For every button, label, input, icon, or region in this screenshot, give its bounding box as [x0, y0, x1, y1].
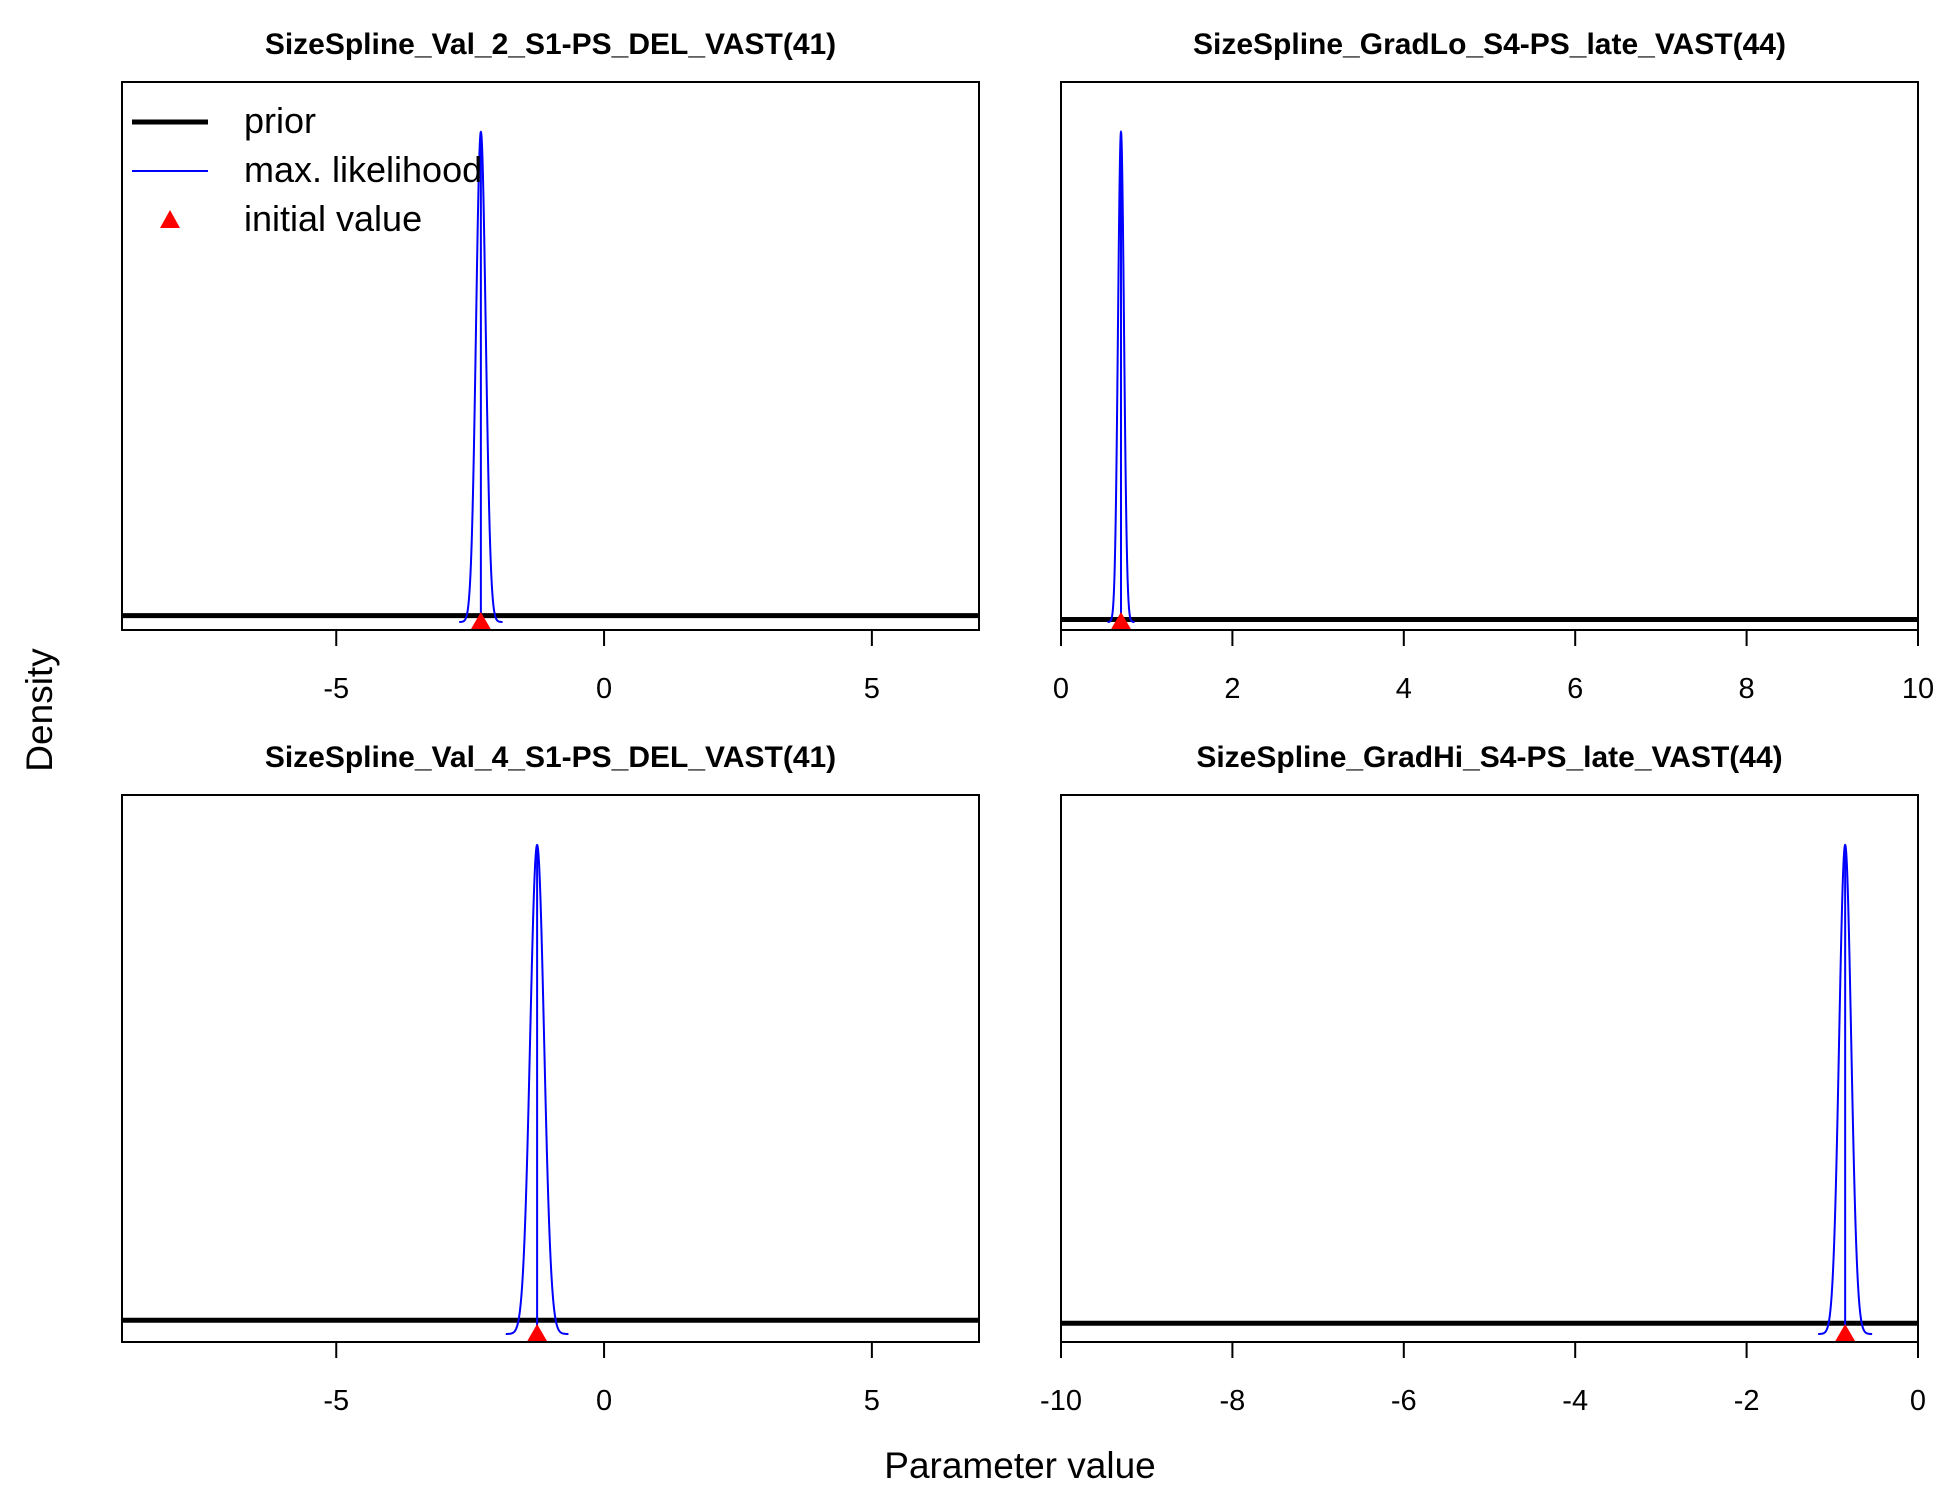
x-tick-label: 5	[864, 1385, 880, 1417]
initial-value-marker	[1834, 1324, 1857, 1343]
x-tick-label: -8	[1220, 1385, 1246, 1417]
initial-value-marker	[526, 1324, 549, 1343]
x-tick-label: 8	[1739, 673, 1755, 705]
x-tick-label: -5	[323, 1385, 349, 1417]
x-tick-label: 2	[1224, 673, 1240, 705]
legend-label: initial value	[244, 198, 422, 239]
legend-label: max. likelihood	[244, 149, 482, 190]
legend-initial-value-swatch	[160, 210, 180, 228]
panel-title: SizeSpline_Val_2_S1-PS_DEL_VAST(41)	[265, 28, 836, 61]
legend-label: prior	[244, 100, 316, 141]
x-tick-label: 5	[864, 673, 880, 705]
x-tick-label: -5	[323, 673, 349, 705]
panel-4: SizeSpline_GradHi_S4-PS_late_VAST(44) -10…	[1040, 741, 1926, 1417]
panel-1: SizeSpline_Val_2_S1-PS_DEL_VAST(41) -5 0 5	[121, 28, 980, 705]
x-tick-label: -6	[1391, 1385, 1417, 1417]
panel-title: SizeSpline_GradHi_S4-PS_late_VAST(44)	[1196, 741, 1782, 774]
x-tick-label: -2	[1734, 1385, 1760, 1417]
x-tick-label: 4	[1396, 673, 1412, 705]
y-axis-title: Density	[19, 648, 60, 772]
panel-title: SizeSpline_Val_4_S1-PS_DEL_VAST(41)	[265, 741, 836, 774]
panel-2: SizeSpline_GradLo_S4-PS_late_VAST(44) 0 2 4…	[1053, 28, 1934, 705]
legend: prior max. likelihood initial value	[132, 100, 482, 239]
panel-title: SizeSpline_GradLo_S4-PS_late_VAST(44)	[1193, 28, 1786, 61]
x-tick-label: 0	[596, 1385, 612, 1417]
panel-3: SizeSpline_Val_4_S1-PS_DEL_VAST(41) -5 0 5	[121, 741, 980, 1417]
x-tick-label: 10	[1902, 673, 1934, 705]
x-tick-label: 0	[1910, 1385, 1926, 1417]
x-tick-label: 0	[1053, 673, 1069, 705]
plot-frame	[1060, 81, 1919, 631]
x-axis-title: Parameter value	[884, 1445, 1155, 1486]
x-tick-label: 0	[596, 673, 612, 705]
x-tick-label: 6	[1567, 673, 1583, 705]
plot-frame	[1060, 794, 1919, 1343]
initial-value-marker	[469, 612, 492, 631]
initial-value-marker	[1109, 612, 1132, 631]
x-tick-label: -10	[1040, 1385, 1082, 1417]
x-tick-label: -4	[1562, 1385, 1588, 1417]
